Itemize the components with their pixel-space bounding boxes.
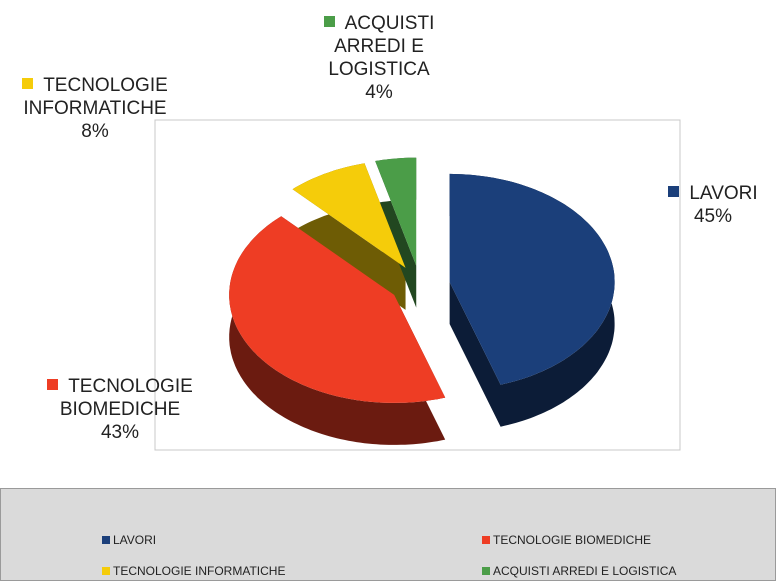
data-label: TECNOLOGIE BIOMEDICHE 43% (20, 375, 220, 444)
percent-label: 43% (100, 422, 140, 443)
data-label-name: ACQUISTI ARREDI E LOGISTICA (300, 12, 458, 81)
legend-label: TECNOLOGIE BIOMEDICHE (493, 533, 652, 547)
legend-marker (102, 536, 110, 544)
legend-entry: TECNOLOGIE BIOMEDICHE (482, 533, 651, 547)
legend-entry: ACQUISTI ARREDI E LOGISTICA (482, 564, 676, 578)
label-marker (323, 16, 335, 27)
label-marker (668, 186, 680, 197)
percent-label: 45% (693, 206, 733, 227)
label-marker (22, 78, 34, 89)
data-label-name: TECNOLOGIE INFORMATICHE (10, 74, 180, 120)
legend-entry: TECNOLOGIE INFORMATICHE (102, 564, 285, 578)
legend-marker (482, 567, 490, 575)
percent-label: 8% (81, 121, 109, 142)
slice (292, 163, 406, 268)
legend-entry: LAVORI (102, 533, 156, 547)
slice (449, 173, 615, 385)
percent-label: 4% (365, 82, 393, 103)
category-name: LAVORI (689, 183, 758, 204)
data-label: LAVORI 45% (650, 182, 776, 228)
category-name: ACQUISTI ARREDI E LOGISTICA (328, 13, 435, 80)
data-label-name: LAVORI (650, 182, 776, 205)
category-name: TECNOLOGIE INFORMATICHE (23, 75, 168, 119)
legend-label: TECNOLOGIE INFORMATICHE (113, 564, 286, 578)
legend-label: LAVORI (113, 533, 157, 547)
slice (229, 216, 446, 403)
category-name: TECNOLOGIE BIOMEDICHE (59, 376, 193, 420)
data-label: TECNOLOGIE INFORMATICHE 8% (10, 74, 180, 143)
legend-label: ACQUISTI ARREDI E LOGISTICA (493, 564, 677, 578)
slice (375, 157, 417, 266)
legend-marker (102, 567, 110, 575)
plot-area (154, 119, 681, 451)
data-label: ACQUISTI ARREDI E LOGISTICA 4% (300, 12, 458, 104)
data-label-name: TECNOLOGIE BIOMEDICHE (20, 375, 220, 421)
legend-marker (482, 536, 490, 544)
legend-box (0, 488, 776, 581)
slice-side (229, 216, 446, 445)
label-marker (47, 379, 59, 390)
slice-tops (229, 157, 615, 403)
